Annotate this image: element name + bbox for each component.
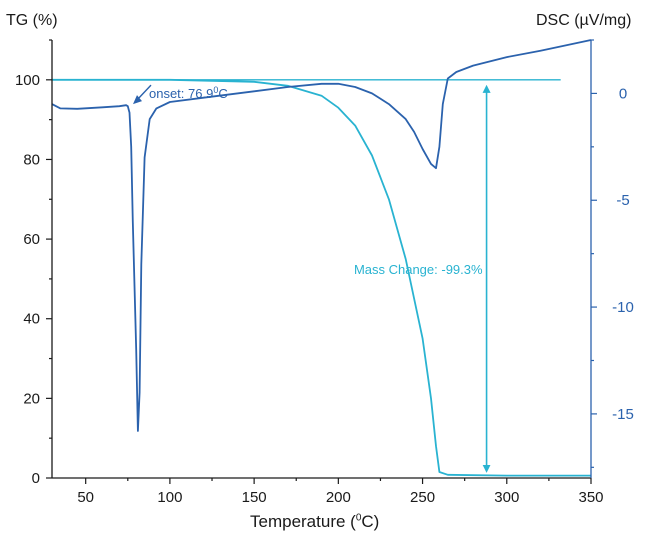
x-axis-title-suffix: C) — [361, 512, 380, 531]
x-tick-label: 100 — [157, 489, 182, 506]
y-left-tick-label: 80 — [23, 151, 40, 168]
plot-area — [51, 39, 592, 477]
x-tick-label: 250 — [410, 489, 435, 506]
onset-arrowhead — [132, 95, 142, 105]
x-axis-title: Temperature (0C) — [250, 512, 379, 532]
y-left-tick-label: 40 — [23, 311, 40, 328]
y-left-tick-label: 0 — [32, 470, 40, 487]
x-tick-label: 200 — [326, 489, 351, 506]
x-tick-label: 300 — [494, 489, 519, 506]
x-axis-title-prefix: Temperature ( — [250, 512, 356, 531]
y-right-tick-label: -10 — [612, 299, 634, 316]
x-tick-label: 50 — [77, 489, 94, 506]
onset-label: onset: 76.90C — [149, 85, 228, 101]
annotations: onset: 76.90C Mass Change: -99.3% — [132, 84, 491, 473]
left-axis-title: TG (%) — [6, 12, 58, 29]
mass-change-label: Mass Change: -99.3% — [354, 262, 483, 277]
y-right-tick-label: 0 — [619, 85, 627, 102]
y-left-tick-label: 100 — [15, 72, 40, 89]
x-tick-label: 350 — [578, 489, 603, 506]
axes: 50 100 150 200 250 300 350 0 20 40 60 80 100 0 -5 -10 -1… — [15, 39, 634, 506]
y-right-tick-label: -15 — [612, 406, 634, 423]
y-right-tick-label: -5 — [616, 192, 629, 209]
dsc-curve — [51, 39, 592, 432]
right-axis-title: DSC (µV/mg) — [536, 12, 632, 29]
x-axis-title-degree: 0 — [355, 512, 362, 524]
y-left-tick-label: 20 — [23, 390, 40, 407]
x-tick-label: 150 — [242, 489, 267, 506]
y-left-tick-label: 60 — [23, 231, 40, 248]
tg-curve — [52, 78, 591, 477]
